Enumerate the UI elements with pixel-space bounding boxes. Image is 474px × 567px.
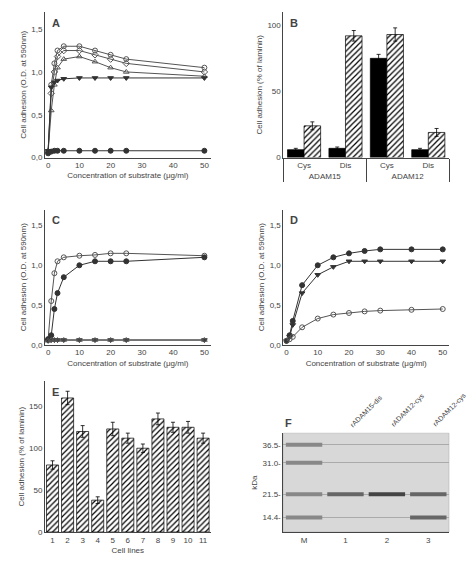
svg-text:0,5: 0,5 (31, 111, 43, 120)
svg-text:6: 6 (126, 536, 131, 545)
svg-text:30: 30 (137, 348, 146, 357)
svg-text:10: 10 (313, 348, 322, 357)
svg-text:Cell adhesion (% of laminin): Cell adhesion (% of laminin) (17, 406, 26, 506)
svg-text:50: 50 (272, 87, 281, 96)
svg-text:14.4-: 14.4- (263, 513, 282, 522)
svg-text:8: 8 (156, 536, 161, 545)
svg-text:Concentration of substrate (μg: Concentration of substrate (μg/ml) (306, 359, 427, 368)
svg-text:20: 20 (345, 348, 354, 357)
svg-text:20: 20 (106, 161, 115, 170)
svg-text:0,0: 0,0 (31, 153, 43, 162)
svg-text:Concentration of substrate (μg: Concentration of substrate (μg/ml) (67, 171, 188, 180)
svg-text:1: 1 (343, 536, 348, 545)
svg-text:2: 2 (65, 536, 70, 545)
svg-text:0: 0 (284, 348, 289, 357)
svg-text:ADAM12: ADAM12 (392, 172, 425, 181)
svg-text:kDa: kDa (250, 475, 259, 490)
svg-text:C: C (52, 214, 60, 226)
svg-text:A: A (52, 17, 60, 29)
svg-text:10: 10 (184, 536, 193, 545)
svg-text:Concentration of substrate (μg: Concentration of substrate (μg/ml) (67, 359, 188, 368)
svg-text:11: 11 (199, 536, 208, 545)
svg-text:0,0: 0,0 (270, 341, 282, 350)
svg-text:1,0: 1,0 (270, 261, 282, 270)
svg-text:1,0: 1,0 (31, 261, 43, 270)
svg-text:10: 10 (75, 348, 84, 357)
svg-text:20: 20 (106, 348, 115, 357)
svg-text:Cell lines: Cell lines (112, 546, 144, 555)
svg-text:30: 30 (137, 161, 146, 170)
svg-text:1,5: 1,5 (270, 221, 282, 230)
svg-text:rADAM12-cys: rADAM12-cys (390, 392, 427, 429)
svg-text:1,5: 1,5 (31, 25, 43, 34)
svg-text:M: M (301, 536, 308, 545)
svg-text:Dis: Dis (423, 161, 435, 170)
svg-text:rADAM15-dis: rADAM15-dis (349, 394, 384, 429)
svg-text:0,5: 0,5 (270, 301, 282, 310)
svg-text:3: 3 (80, 536, 85, 545)
svg-text:D: D (290, 214, 298, 226)
svg-text:1,0: 1,0 (31, 68, 43, 77)
svg-text:0: 0 (46, 348, 51, 357)
svg-text:36.5-: 36.5- (263, 441, 282, 450)
svg-text:1: 1 (50, 536, 55, 545)
svg-text:2: 2 (385, 536, 390, 545)
svg-text:0: 0 (38, 528, 43, 537)
svg-text:0: 0 (46, 161, 51, 170)
svg-text:Cell adhesion (O.D. at 590nm): Cell adhesion (O.D. at 590nm) (257, 223, 266, 331)
svg-text:50: 50 (438, 348, 447, 357)
svg-text:30: 30 (376, 348, 385, 357)
svg-text:F: F (285, 417, 292, 429)
svg-text:31.0-: 31.0- (263, 459, 282, 468)
svg-text:0: 0 (276, 153, 281, 162)
svg-text:ADAM15: ADAM15 (309, 172, 342, 181)
svg-text:7: 7 (141, 536, 146, 545)
svg-text:Dis: Dis (340, 161, 352, 170)
svg-text:Cys: Cys (297, 161, 311, 170)
svg-text:9: 9 (171, 536, 176, 545)
svg-text:50: 50 (33, 486, 42, 495)
svg-text:Cys: Cys (380, 161, 394, 170)
svg-text:40: 40 (407, 348, 416, 357)
svg-text:0,5: 0,5 (31, 301, 43, 310)
svg-text:100: 100 (29, 444, 43, 453)
svg-text:E: E (52, 386, 59, 398)
svg-text:Cell adhesion (O.D. at 590nm): Cell adhesion (O.D. at 590nm) (19, 30, 28, 138)
svg-text:B: B (290, 17, 298, 29)
svg-text:1,5: 1,5 (31, 221, 43, 230)
svg-text:100: 100 (267, 21, 281, 30)
svg-text:50: 50 (200, 348, 209, 357)
svg-text:10: 10 (75, 161, 84, 170)
svg-text:Cell adhesion (% of laminin): Cell adhesion (% of laminin) (255, 35, 264, 135)
svg-text:4: 4 (95, 536, 100, 545)
svg-text:40: 40 (169, 348, 178, 357)
svg-text:50: 50 (200, 161, 209, 170)
svg-text:rADAM12-cys: rADAM12-cys (431, 392, 468, 429)
svg-text:40: 40 (169, 161, 178, 170)
svg-text:3: 3 (426, 536, 431, 545)
svg-text:0,0: 0,0 (31, 341, 43, 350)
svg-text:150: 150 (29, 402, 43, 411)
svg-text:21.5-: 21.5- (263, 490, 282, 499)
svg-text:Cell adhesion (O.D. at 590nm): Cell adhesion (O.D. at 590nm) (19, 223, 28, 331)
svg-text:5: 5 (111, 536, 116, 545)
